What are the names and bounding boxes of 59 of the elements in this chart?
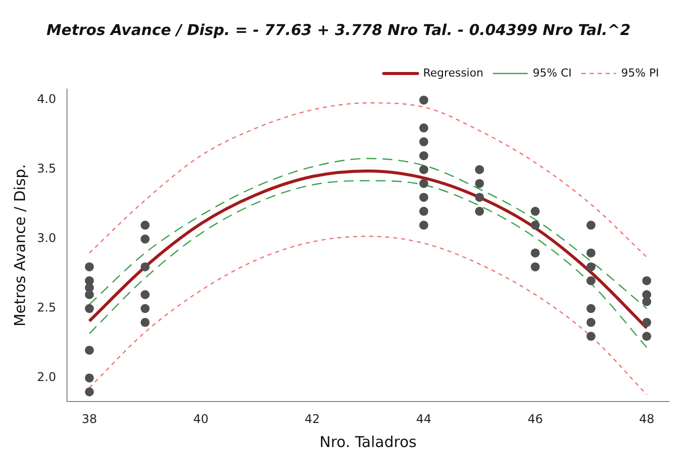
point <box>586 220 596 230</box>
point <box>475 178 484 188</box>
point <box>586 248 596 258</box>
x-tick-label: 40 <box>193 412 208 426</box>
point <box>419 123 428 132</box>
point <box>84 373 94 382</box>
x-tick-label: 44 <box>416 412 432 426</box>
point <box>419 206 428 216</box>
y-tick-label: 2.5 <box>36 300 56 315</box>
point <box>530 206 540 216</box>
point <box>84 262 94 272</box>
point <box>586 276 596 286</box>
point <box>586 332 596 341</box>
point <box>419 137 428 146</box>
y-tick-label: 4.0 <box>36 92 56 106</box>
line-series <box>88 180 648 348</box>
point <box>586 318 596 327</box>
point <box>84 346 94 355</box>
point <box>530 262 540 272</box>
point <box>642 332 652 341</box>
chart-title: Metros Avance / Disp. = - 77.63 + 3.778 Nro Tal. - 0.04399 Nro Tal.^2 <box>46 20 631 39</box>
legend-label: 95% CI <box>532 66 572 80</box>
y-tick-label: 3.0 <box>36 231 56 246</box>
point <box>84 387 94 396</box>
point <box>530 220 540 230</box>
point <box>84 304 94 314</box>
point <box>530 248 540 258</box>
point <box>140 234 150 244</box>
point <box>419 220 428 230</box>
legend-label: 95% PI <box>621 66 660 80</box>
point <box>419 192 428 202</box>
point <box>642 276 652 286</box>
x-tick-label: 42 <box>304 412 320 426</box>
point <box>140 304 150 314</box>
y-axis-title: Metros Avance / Disp. <box>10 164 29 327</box>
point <box>586 262 596 272</box>
y-tick-label: 2.0 <box>36 370 56 384</box>
y-tick-label: 3.5 <box>36 162 56 176</box>
point <box>140 220 150 230</box>
point <box>475 165 484 174</box>
x-axis-title: Nro. Taladros <box>319 432 417 451</box>
point <box>475 206 484 216</box>
x-tick-label: 46 <box>528 412 543 426</box>
point <box>419 178 428 188</box>
point <box>84 290 94 300</box>
point <box>475 192 484 202</box>
x-tick-label: 38 <box>82 412 98 426</box>
point <box>419 96 428 105</box>
point <box>419 165 428 174</box>
point <box>140 290 150 300</box>
point <box>140 262 150 272</box>
point <box>140 318 150 327</box>
point <box>642 318 652 327</box>
legend-label: Regression <box>423 66 484 80</box>
point <box>419 151 428 160</box>
point <box>642 297 652 306</box>
x-tick-label: 48 <box>639 412 654 426</box>
line-series <box>88 102 648 258</box>
point <box>586 304 596 314</box>
